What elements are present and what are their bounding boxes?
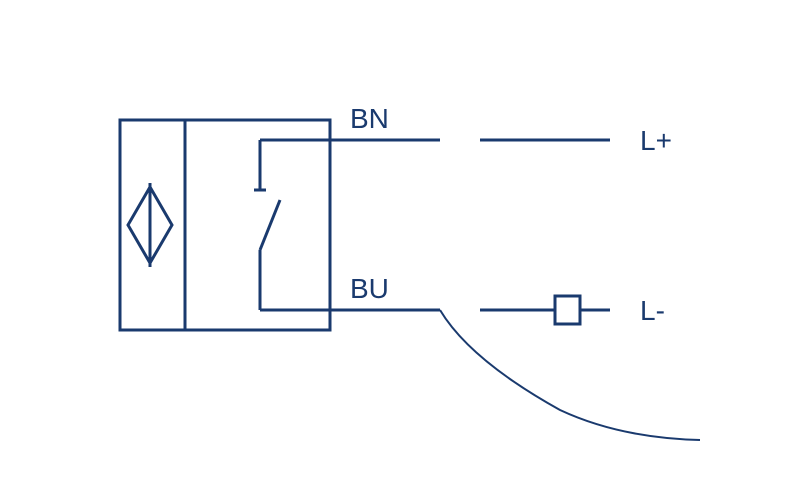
lead-tail xyxy=(440,310,700,440)
label-bn: BN xyxy=(350,103,389,134)
label-lplus: L+ xyxy=(640,125,672,156)
load-icon xyxy=(555,296,580,324)
switch-contact-icon xyxy=(254,140,280,310)
proximity-sensor-icon xyxy=(128,183,172,267)
label-bu: BU xyxy=(350,273,389,304)
label-lminus: L- xyxy=(640,295,665,326)
wiring-diagram: BN BU L+ L- xyxy=(0,0,800,500)
